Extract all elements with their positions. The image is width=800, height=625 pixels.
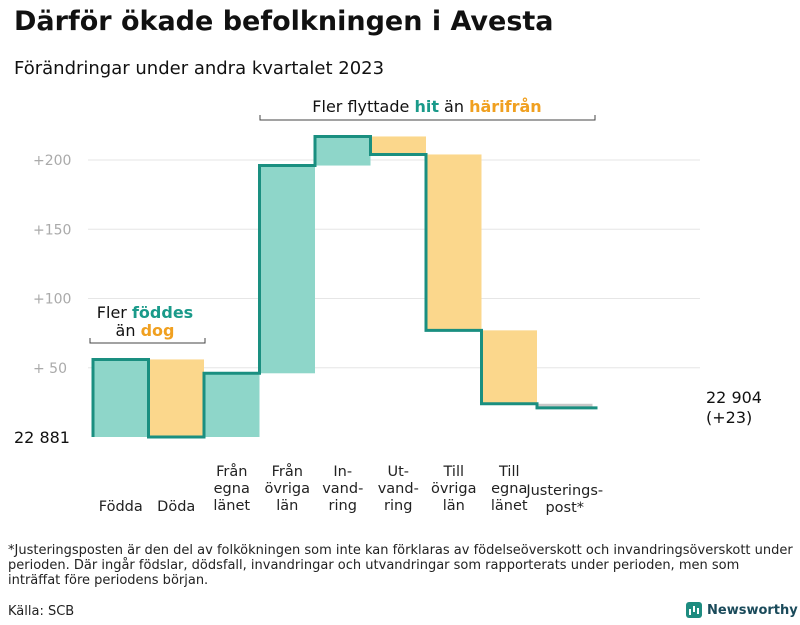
end-value-label: 22 904: [706, 388, 762, 407]
waterfall-bar: [204, 373, 260, 437]
brand-logo: Newsworthy: [686, 602, 798, 618]
waterfall-bar: [315, 136, 371, 166]
waterfall-bar: [426, 154, 482, 331]
category-label: Födda: [99, 499, 143, 515]
births-annotation-line1: Fler föddes: [97, 303, 193, 322]
category-label: In-: [333, 464, 352, 480]
brand-name: Newsworthy: [707, 602, 798, 618]
footnote: *Justeringsposten är den del av folkökni…: [8, 543, 793, 588]
category-label: övriga: [264, 481, 310, 497]
category-label: Till: [443, 464, 465, 480]
category-label: länet: [491, 498, 528, 514]
category-label: län: [443, 498, 465, 514]
category-label: ring: [384, 498, 412, 514]
source-label: Källa: SCB: [8, 604, 75, 619]
category-label: vand-: [378, 481, 419, 497]
category-label: egna: [491, 481, 527, 497]
category-label: vand-: [322, 481, 363, 497]
migration-annotation: Fler flyttade hit än härifrån: [312, 97, 541, 116]
category-label: län: [276, 498, 298, 514]
category-label: länet: [213, 498, 250, 514]
births-annotation-line2: än dog: [116, 321, 175, 340]
end-change-label: (+23): [706, 408, 752, 427]
cumulative-line: [91, 134, 598, 439]
y-tick-label: +100: [33, 292, 71, 308]
category-label: Till: [498, 464, 520, 480]
newsworthy-icon: [686, 602, 702, 618]
waterfall-bar: [537, 403, 593, 408]
waterfall-bar: [93, 359, 149, 437]
waterfall-bar: [259, 165, 315, 374]
category-label: Ut-: [387, 464, 409, 480]
category-label: Döda: [157, 499, 195, 515]
chart-title: Därför ökade befolkningen i Avesta: [14, 6, 554, 37]
category-label: ring: [329, 498, 357, 514]
category-label: Från: [216, 463, 247, 480]
waterfall-bar: [148, 359, 204, 437]
category-label: egna: [214, 481, 250, 497]
category-label: Från: [272, 463, 303, 480]
y-tick-label: +150: [33, 222, 71, 238]
y-tick-label: + 50: [33, 361, 67, 377]
chart-subtitle: Förändringar under andra kvartalet 2023: [14, 58, 385, 79]
migration-bracket: [259, 115, 596, 121]
waterfall-bar: [481, 330, 537, 404]
births-bracket: [89, 338, 206, 344]
category-label: Justerings-: [525, 483, 603, 499]
start-value-label: 22 881: [14, 428, 70, 447]
category-label: övriga: [431, 481, 477, 497]
category-label: post*: [545, 500, 584, 516]
waterfall-bar: [370, 136, 426, 155]
y-tick-label: +200: [33, 153, 71, 169]
